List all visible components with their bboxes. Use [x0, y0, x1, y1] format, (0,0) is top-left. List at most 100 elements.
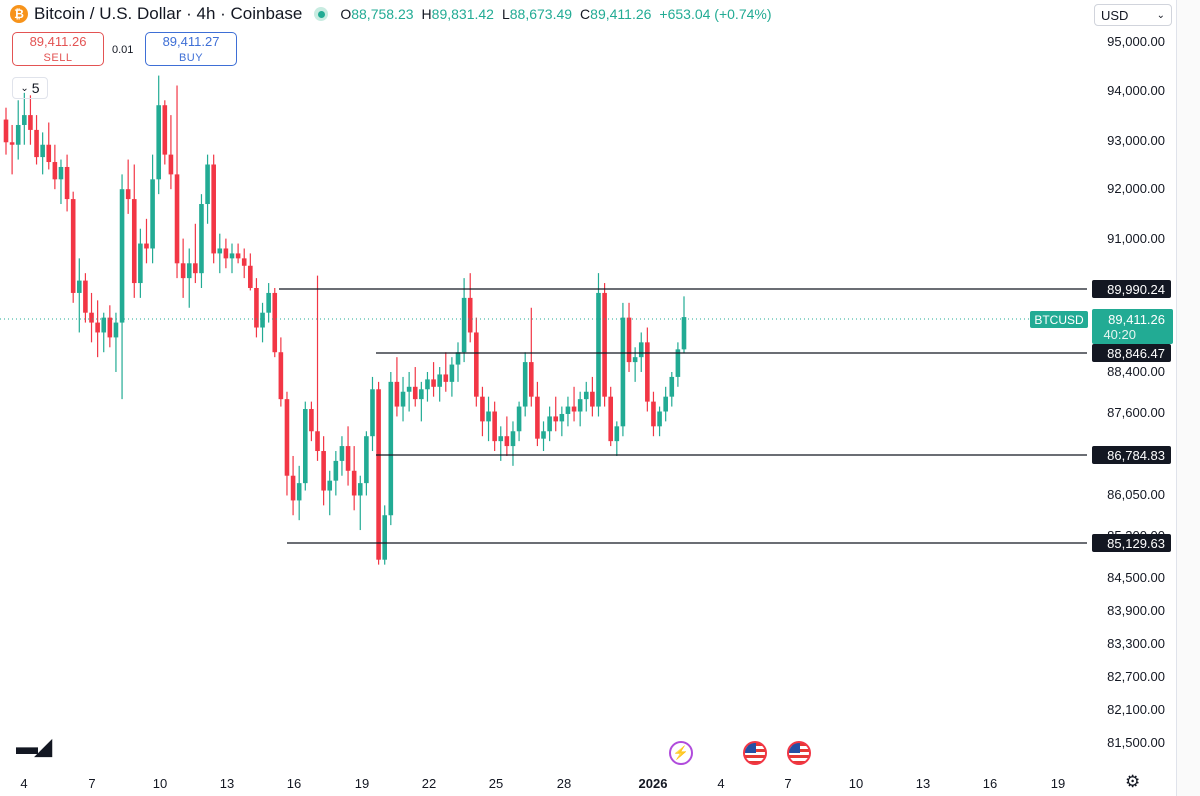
candle-body [28, 115, 33, 130]
candle-body [504, 436, 510, 447]
candle-body [89, 312, 94, 323]
x-axis-tick-label: 19 [355, 776, 369, 791]
x-axis-tick-label: 25 [489, 776, 503, 791]
x-axis-tick-label: 4 [20, 776, 27, 791]
candle-body [272, 292, 278, 353]
us-flag-event-icon[interactable] [787, 741, 811, 765]
candle-body [645, 342, 650, 402]
candle-body [241, 258, 247, 266]
candle-body [419, 389, 424, 400]
buy-button[interactable]: 89,411.27 BUY [145, 32, 237, 66]
ohlc-high: H89,831.42 [421, 6, 494, 22]
symbol-header[interactable]: ₿ Bitcoin / U.S. Dollar · 4h · Coinbase … [10, 4, 772, 24]
bar-countdown-label: 40:20 [1103, 327, 1136, 342]
candle-body [449, 364, 455, 382]
candle-body [412, 386, 418, 400]
chevron-down-icon: ⌄ [20, 82, 29, 94]
candle-body [95, 322, 100, 333]
candle-body [193, 263, 198, 274]
x-axis-tick-label: 28 [557, 776, 571, 791]
y-axis-tick-label: 88,400.00 [1107, 364, 1165, 379]
candle-body [467, 297, 473, 333]
candle-body [211, 164, 216, 254]
candle-body [669, 376, 675, 397]
candle-body [9, 142, 15, 145]
candle-body [131, 199, 137, 284]
x-axis-tick-label: 10 [849, 776, 863, 791]
level-price-tag [1092, 344, 1171, 362]
level-price-label: 85,129.63 [1107, 536, 1165, 551]
candle-body [559, 413, 565, 422]
gear-icon[interactable]: ⚙ [1125, 772, 1141, 791]
level-price-tag [1092, 534, 1171, 552]
candle-body [547, 416, 552, 432]
candle-body [302, 409, 308, 484]
candle-body [596, 292, 601, 407]
sell-button[interactable]: 89,411.26 SELL [12, 32, 104, 66]
level-price-label: 89,990.24 [1107, 282, 1165, 297]
x-axis-tick-label: 10 [153, 776, 167, 791]
candle-body [626, 317, 632, 363]
candle-body [437, 374, 442, 387]
candle-body [480, 396, 485, 422]
candle-body [345, 446, 351, 471]
y-axis-tick-label: 83,900.00 [1107, 603, 1165, 618]
candle-body [431, 379, 436, 387]
candle-body [235, 253, 241, 259]
y-axis-tick-label: 81,500.00 [1107, 735, 1165, 750]
ai-event-icon[interactable]: ⚡ [669, 741, 693, 765]
candle-body [113, 322, 119, 338]
candle-body [382, 515, 388, 560]
x-axis-tick-label: 16 [287, 776, 301, 791]
candle-body [174, 174, 180, 264]
candle-body [406, 386, 412, 392]
candle-body [278, 352, 284, 400]
candle-body [315, 431, 320, 452]
candle-body [70, 199, 76, 293]
candle-body [229, 253, 235, 259]
y-axis-tick-label: 87,600.00 [1107, 405, 1165, 420]
candle-body [321, 451, 326, 491]
bitcoin-icon: ₿ [10, 5, 28, 23]
candle-body [76, 280, 82, 293]
y-axis-tick-label: 82,700.00 [1107, 669, 1165, 684]
x-axis-tick-label: 16 [983, 776, 997, 791]
y-axis-tick-label: 83,300.00 [1107, 636, 1165, 651]
candle-body [150, 179, 155, 249]
x-axis-tick-label: 4 [717, 776, 724, 791]
candle-body [638, 342, 644, 358]
candle-body [186, 263, 192, 279]
candle-body [248, 265, 253, 288]
indicator-collapse-toggle[interactable]: ⌄ 5 [12, 77, 48, 99]
candle-body [254, 288, 259, 328]
candle-body [156, 105, 162, 180]
candle-body [498, 436, 504, 442]
currency-value: USD [1101, 7, 1129, 23]
sell-price: 89,411.26 [29, 34, 87, 49]
candle-body [162, 105, 168, 155]
chevron-down-icon: ⌄ [1156, 9, 1165, 21]
candle-body [296, 483, 302, 501]
symbol-title[interactable]: Bitcoin / U.S. Dollar · 4h · Coinbase [34, 4, 303, 23]
candle-body [620, 317, 626, 427]
sell-label: SELL [43, 52, 73, 64]
candle-body [34, 129, 39, 158]
ohlc-open: O88,758.23 [340, 6, 414, 22]
candle-body [571, 406, 577, 412]
ohlc-low: L88,673.49 [501, 6, 573, 22]
candle-body [339, 446, 345, 461]
x-axis-tick-label: 13 [220, 776, 234, 791]
x-axis-tick-label: 13 [916, 776, 930, 791]
us-flag-event-icon[interactable] [743, 741, 767, 765]
x-axis-tick-label: 19 [1051, 776, 1065, 791]
price-change: +653.04 (+0.74%) [659, 6, 772, 22]
currency-select[interactable]: USD ⌄ [1094, 4, 1172, 26]
tradingview-logo-icon: ▬◢ [16, 734, 52, 759]
candle-body [22, 115, 27, 125]
y-axis-tick-label: 84,500.00 [1107, 570, 1165, 585]
candle-body [266, 292, 271, 313]
buy-label: BUY [178, 52, 204, 64]
candle-body [614, 426, 620, 442]
current-price-label: 89,411.26 [1108, 312, 1165, 327]
